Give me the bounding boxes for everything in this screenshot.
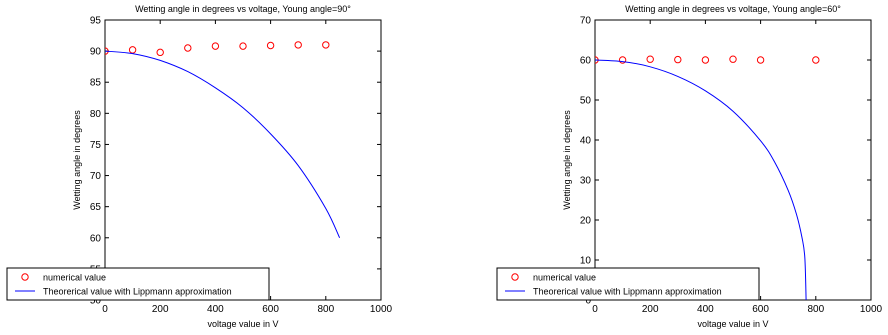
y-tick-label: 60 xyxy=(90,233,102,244)
x-tick-label: 0 xyxy=(592,304,598,315)
legend-label: numerical value xyxy=(533,273,596,283)
y-axis-label: Wetting angle in degrees xyxy=(72,110,82,210)
x-tick-label: 800 xyxy=(807,304,824,315)
data-point-numerical xyxy=(729,55,737,63)
data-point-numerical xyxy=(646,55,654,63)
data-point-numerical xyxy=(239,42,247,50)
data-point-numerical xyxy=(128,46,137,54)
x-tick-label: 800 xyxy=(317,304,334,315)
legend-swatch-marker xyxy=(511,273,519,281)
x-tick-label: 200 xyxy=(152,304,169,315)
chart-title: Wetting angle in degrees vs voltage, You… xyxy=(625,4,841,14)
legend-box xyxy=(496,267,760,301)
y-tick-label: 10 xyxy=(580,256,592,267)
x-tick-label: 0 xyxy=(102,304,108,315)
x-tick-label: 1000 xyxy=(370,304,393,315)
plot-series xyxy=(595,55,820,300)
legend-swatch-marker xyxy=(21,273,29,281)
chart-title: Wetting angle in degrees vs voltage, You… xyxy=(135,4,351,14)
data-point-numerical xyxy=(211,42,220,50)
data-point-numerical xyxy=(266,41,275,50)
data-point-numerical xyxy=(156,48,164,57)
chart-panel-1: 0200400600800100050556065707580859095Wet… xyxy=(6,4,393,329)
data-point-numerical xyxy=(322,41,330,49)
x-tick-label: 400 xyxy=(207,304,224,315)
y-tick-label: 95 xyxy=(90,16,102,27)
y-tick-label: 50 xyxy=(580,96,592,107)
data-point-numerical xyxy=(618,56,627,64)
y-tick-label: 40 xyxy=(580,136,592,147)
y-axis-label: Wetting angle in degrees xyxy=(562,110,572,210)
y-tick-label: 60 xyxy=(580,56,592,67)
x-tick-label: 600 xyxy=(262,304,279,315)
data-point-numerical xyxy=(294,41,302,49)
y-tick-label: 85 xyxy=(90,78,102,89)
x-tick-label: 200 xyxy=(642,304,659,315)
y-tick-label: 20 xyxy=(580,216,592,227)
data-point-numerical xyxy=(756,56,765,64)
plot-area xyxy=(594,19,872,301)
x-axis-label: voltage value in V xyxy=(697,319,768,329)
legend-label: Theorerical value with Lippmann approxim… xyxy=(533,287,722,297)
legend: numerical value Theorerical value with Li… xyxy=(6,267,270,301)
y-tick-label: 0 xyxy=(585,296,591,307)
data-point-numerical xyxy=(812,56,820,64)
y-tick-label: 70 xyxy=(90,171,102,182)
y-tick-label: 90 xyxy=(90,47,102,58)
y-tick-label: 70 xyxy=(580,16,592,27)
y-tick-label: 30 xyxy=(580,176,592,187)
data-point-numerical xyxy=(184,44,192,52)
legend-label: Theorerical value with Lippmann approxim… xyxy=(43,287,232,297)
plot-area xyxy=(104,19,382,301)
x-tick-label: 400 xyxy=(697,304,714,315)
legend-label: numerical value xyxy=(43,273,106,283)
y-tick-label: 65 xyxy=(90,202,102,213)
data-point-numerical xyxy=(701,56,710,64)
plot-series xyxy=(105,41,341,239)
series-line-theoretical xyxy=(595,59,807,300)
x-axis-label: voltage value in V xyxy=(207,319,278,329)
chart-panel-2: 0 200 400 600 800 1000 0 10 20 30 40 50 60 70 Wetting … xyxy=(496,4,883,329)
y-tick-label: 75 xyxy=(90,140,102,151)
data-point-numerical xyxy=(674,55,682,64)
series-line-theoretical xyxy=(105,50,341,239)
x-tick-label: 1000 xyxy=(860,304,883,315)
legend-box xyxy=(6,267,270,301)
y-tick-label: 50 xyxy=(90,296,102,307)
legend: numerical value Theorerical value with Li… xyxy=(496,267,760,301)
x-tick-label: 600 xyxy=(752,304,769,315)
y-tick-label: 80 xyxy=(90,109,102,120)
